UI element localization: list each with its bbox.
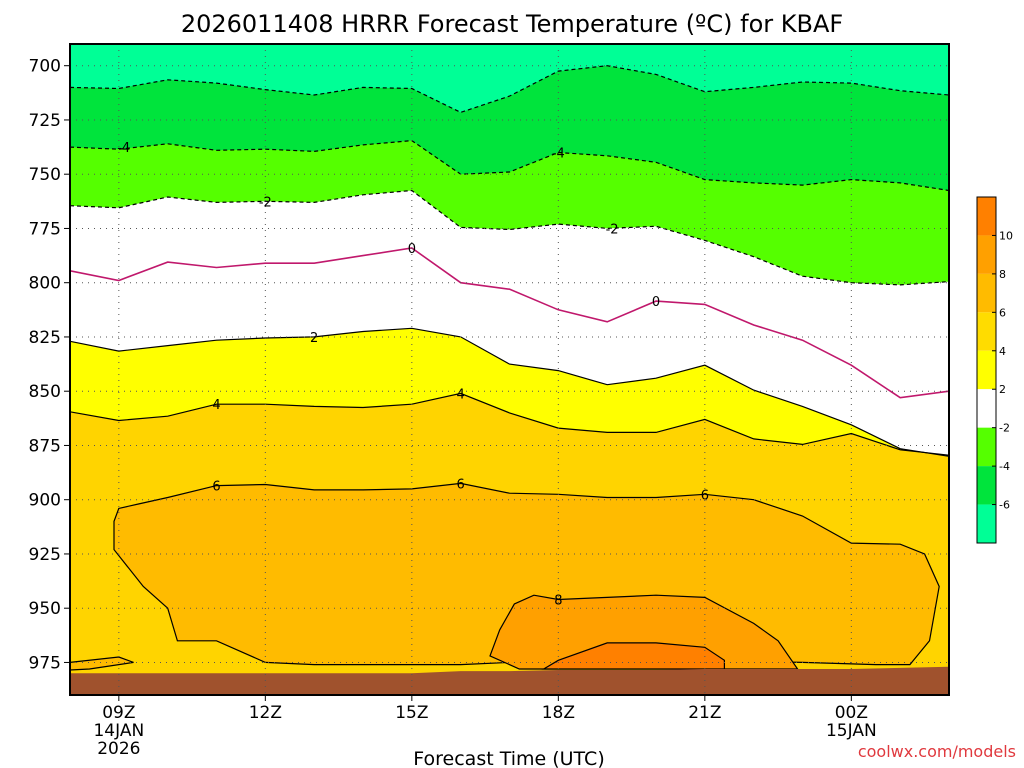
warm-region-10-2 (541, 642, 726, 670)
contour-label: -4 (117, 141, 130, 156)
contour-line-2 (70, 327, 949, 457)
ground-surface (70, 666, 949, 695)
y-tick-label: 750 (29, 165, 61, 185)
x-axis-label: Forecast Time (UTC) (413, 748, 604, 768)
x-tick-label: 2026 (97, 739, 140, 759)
x-tick-label: 09Z (102, 703, 135, 723)
contour-line-minus4 (70, 139, 949, 192)
contour-label: 2 (310, 331, 318, 346)
colorbar-bin (977, 389, 996, 428)
x-tick-label: 14JAN (93, 721, 144, 741)
colorbar-bin (977, 350, 996, 390)
freezing-contour-line (70, 247, 949, 399)
contour-label: -4 (552, 147, 565, 162)
plot-area: -4 -4 -2 -2 0 0 2 4 4 6 6 6 8 700 725 750 775 800 825 850 87… (29, 43, 950, 759)
y-tick-label: 975 (29, 653, 61, 673)
contour-label: -2 (606, 222, 619, 237)
contour-line-minus6 (70, 65, 949, 114)
colorbar-frame (976, 196, 997, 544)
colorbar-tick-label: 4 (999, 345, 1006, 358)
colorbar: 10 8 6 4 2 -2 -4 -6 (976, 196, 1013, 544)
x-tick-label: 12Z (249, 703, 282, 723)
x-tick-label: 00Z (835, 703, 868, 723)
x-tick-label: 15JAN (826, 721, 877, 741)
colorbar-tick-label: 2 (999, 383, 1006, 396)
y-tick-label: 700 (29, 57, 61, 77)
colorbar-tick-label: 6 (999, 306, 1006, 319)
x-tick-label: 21Z (688, 703, 721, 723)
colorbar-bin (977, 197, 996, 236)
watermark: coolwx.com/models (858, 742, 1016, 761)
contour-label: 6 (457, 477, 465, 492)
colorbar-tick-label: 8 (999, 268, 1006, 281)
contour-line-4 (70, 392, 949, 456)
plot-frame (69, 43, 950, 696)
colorbar-tick-label: 10 (999, 229, 1013, 242)
x-tick-label: 18Z (542, 703, 575, 723)
contour-label: -2 (259, 195, 272, 210)
warm-region-6-3 (70, 656, 134, 671)
warm-region-8-1 (489, 594, 799, 670)
band-fill-above-minus6 (70, 44, 949, 113)
contour-line-minus2 (70, 189, 949, 286)
contour-label: 6 (212, 480, 220, 495)
y-tick-label: 950 (29, 599, 61, 619)
x-tick-label: 15Z (395, 703, 428, 723)
contour-fill-group: -4 -4 -2 -2 0 0 2 4 4 6 6 6 8 (70, 44, 949, 695)
contour-label: 0 (408, 242, 416, 257)
colorbar-bin (977, 235, 996, 274)
contour-label: 8 (554, 594, 562, 609)
colorbar-tick-label: -6 (999, 499, 1010, 512)
contour-label: 4 (212, 398, 220, 413)
colorbar-tick-label: -4 (999, 460, 1010, 473)
colorbar-bin (977, 427, 996, 467)
colorbar-bin (977, 273, 996, 313)
y-tick-label: 900 (29, 491, 61, 511)
colorbar-bin (977, 504, 996, 543)
y-tick-label: 825 (29, 328, 61, 348)
y-tick-label: 875 (29, 436, 61, 456)
contour-label: 0 (652, 295, 660, 310)
y-tick-label: 800 (29, 274, 61, 294)
colorbar-bin (977, 312, 996, 351)
y-tick-label: 775 (29, 219, 61, 239)
contour-label: 6 (701, 488, 709, 503)
y-tick-label: 725 (29, 111, 61, 131)
y-tick-label: 850 (29, 382, 61, 402)
colorbar-tick-label: -2 (999, 422, 1010, 435)
chart-title: 2026011408 HRRR Forecast Temperature (ºC… (181, 10, 843, 38)
colorbar-bin (977, 466, 996, 505)
contour-label: 4 (457, 387, 465, 402)
y-tick-label: 925 (29, 545, 61, 565)
